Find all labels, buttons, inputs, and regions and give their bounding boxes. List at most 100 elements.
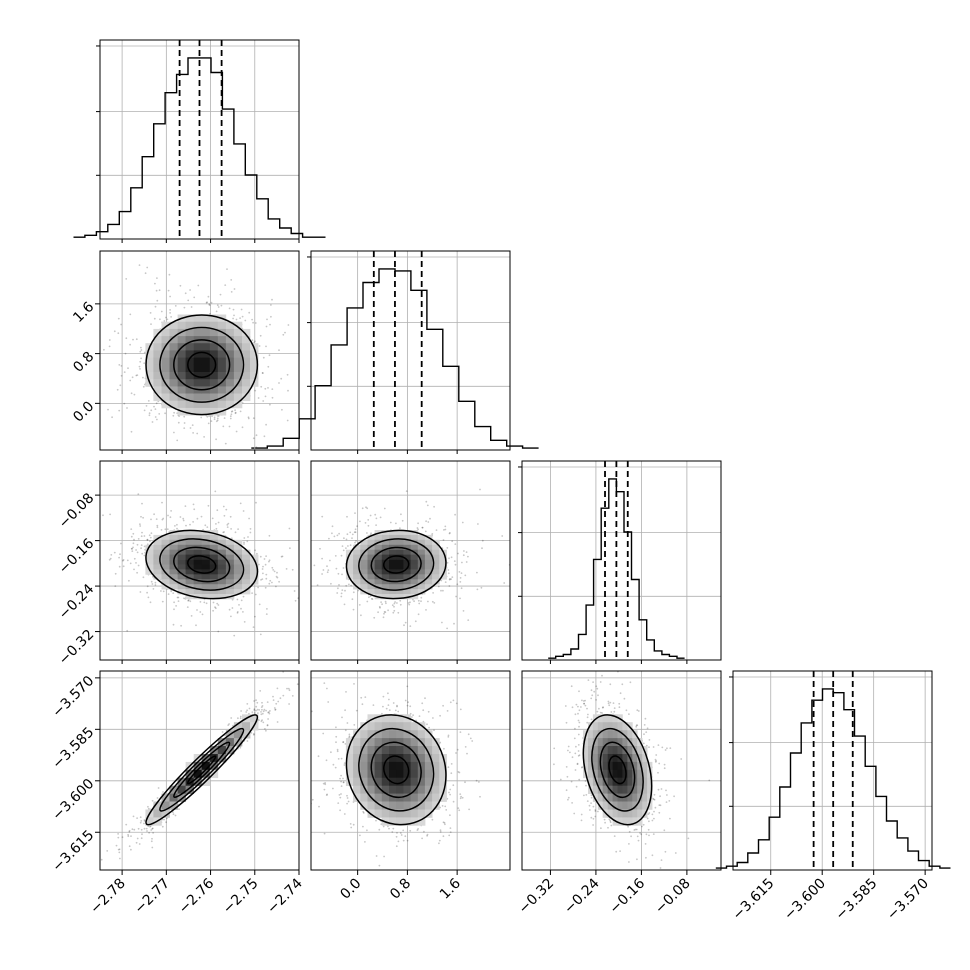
sample-point xyxy=(449,814,451,817)
sample-point xyxy=(405,490,408,493)
sample-point xyxy=(137,538,140,540)
sample-point xyxy=(130,528,133,530)
density-cell xyxy=(225,372,235,380)
density-cell xyxy=(403,746,411,755)
sample-point xyxy=(395,835,398,838)
density-cell xyxy=(185,400,194,409)
density-cell xyxy=(389,584,397,590)
sample-point xyxy=(387,825,389,828)
density-cell xyxy=(153,801,162,810)
sample-point xyxy=(406,704,409,707)
contour-line xyxy=(582,714,653,826)
density-cell xyxy=(209,364,219,373)
sample-point xyxy=(210,301,213,304)
x-tick-label-p0: −2.74 xyxy=(264,875,306,917)
sample-point xyxy=(432,592,434,594)
sample-point xyxy=(351,533,354,536)
sample-point xyxy=(373,874,375,876)
density-cell xyxy=(622,817,628,826)
density-cell xyxy=(439,785,447,794)
density-cell xyxy=(360,554,368,560)
density-cell xyxy=(588,730,594,739)
panel-frame xyxy=(521,670,722,871)
sample-point xyxy=(240,710,243,712)
density-cell xyxy=(193,554,203,560)
x-tick-label-p0: −2.77 xyxy=(132,876,174,918)
sample-point xyxy=(637,710,640,712)
density-cell xyxy=(642,801,648,810)
sample-point xyxy=(242,595,245,598)
sample-point xyxy=(449,831,452,833)
sample-point xyxy=(147,807,150,810)
density-cell xyxy=(381,746,390,755)
density-cell xyxy=(612,730,618,739)
contour-line xyxy=(382,555,410,574)
sample-point xyxy=(359,520,361,523)
density-cell xyxy=(360,584,368,590)
sample-point xyxy=(377,611,379,614)
sample-point xyxy=(392,702,395,704)
density-cell xyxy=(612,746,618,755)
sample-point xyxy=(680,758,683,760)
sample-point xyxy=(266,724,269,727)
density-cell xyxy=(612,761,618,771)
sample-point xyxy=(176,596,179,599)
contour-line xyxy=(358,727,435,812)
sample-point xyxy=(636,835,639,838)
sample-point xyxy=(207,422,210,425)
density-cell xyxy=(396,730,404,739)
sample-point xyxy=(234,409,237,412)
density-cell xyxy=(612,769,618,779)
density-cell xyxy=(161,336,170,344)
density-cell xyxy=(185,314,194,323)
sample-point xyxy=(143,362,146,365)
sample-point xyxy=(288,689,291,692)
sample-point xyxy=(459,708,462,711)
density-cell xyxy=(617,769,623,779)
sample-point xyxy=(574,727,576,730)
density-cell xyxy=(374,722,383,731)
sample-point xyxy=(461,796,464,799)
density-cell xyxy=(374,746,383,755)
sample-point xyxy=(345,697,347,699)
density-cell xyxy=(201,328,211,337)
sample-point xyxy=(183,415,186,418)
density-cell xyxy=(161,579,170,585)
sample-point xyxy=(422,709,425,712)
density-cell xyxy=(632,754,638,763)
sample-point xyxy=(443,747,445,750)
sample-point xyxy=(393,602,396,605)
sample-point xyxy=(136,571,139,574)
density-cell xyxy=(410,809,419,818)
sample-point xyxy=(143,545,146,548)
sample-point xyxy=(460,572,463,574)
sample-point xyxy=(427,600,429,603)
sample-point xyxy=(609,821,612,824)
density-cell xyxy=(367,544,376,551)
sample-point xyxy=(201,613,204,616)
sample-point xyxy=(164,412,167,415)
sample-point xyxy=(577,705,579,708)
sample-point xyxy=(251,318,254,321)
sample-point xyxy=(351,537,353,539)
sample-point xyxy=(615,850,618,853)
density-cell xyxy=(417,785,426,794)
density-cell xyxy=(396,746,404,755)
panel-frame xyxy=(310,670,511,871)
density-cell xyxy=(353,738,361,747)
density-cell xyxy=(225,393,235,402)
density-cell xyxy=(637,746,643,755)
sample-point xyxy=(455,752,457,754)
sample-point xyxy=(264,586,267,589)
density-cell xyxy=(161,364,170,373)
sample-point xyxy=(396,704,398,707)
sample-point xyxy=(175,605,178,607)
sample-point xyxy=(148,414,151,417)
sample-point xyxy=(189,289,192,291)
sample-point xyxy=(142,516,145,519)
x-tick-label-p3: −3.585 xyxy=(833,876,881,924)
density-cell xyxy=(381,569,390,575)
sample-point xyxy=(114,572,117,575)
density-cell xyxy=(396,754,404,763)
sample-point xyxy=(397,840,400,843)
